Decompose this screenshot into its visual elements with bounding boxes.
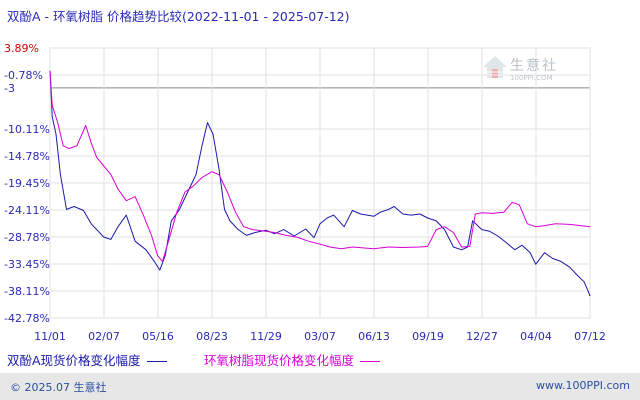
legend-swatch-epoxy (360, 361, 381, 362)
watermark-name: 生意社 (510, 58, 558, 74)
x-tick-label: 05/16 (142, 330, 174, 343)
x-tick-label: 09/19 (412, 330, 444, 343)
legend-swatch-bpa (146, 361, 167, 362)
house-logo-icon (483, 56, 507, 78)
y-tick-labels: 3.89% -0.78% -10.11% -14.78% -19.45% -24.11% -… (4, 42, 50, 325)
x-tick-label: 04/04 (520, 330, 552, 343)
y-tick-label: -19.45% (4, 177, 50, 190)
y-tick-label: -42.78% (4, 312, 50, 325)
baseline-label: -3 (4, 82, 15, 95)
series-line-bpa (49, 70, 591, 297)
x-tick-label: 08/23 (196, 330, 228, 343)
y-tick-label: -33.45% (4, 258, 50, 271)
y-tick-label: -0.78% (4, 69, 43, 82)
watermark: 生意社 100PPI.COM (482, 54, 556, 84)
x-tick-label: 03/07 (304, 330, 336, 343)
watermark-url: 100PPI.COM (510, 74, 553, 82)
y-tick-label: 3.89% (4, 42, 39, 55)
legend-item-epoxy: 环氧树脂现货价格变化幅度 (204, 350, 381, 369)
legend-item-bpa: 双酚A现货价格变化幅度 (7, 350, 167, 369)
x-tick-label: 11/01 (34, 330, 66, 343)
x-tick-label: 06/13 (358, 330, 390, 343)
legend-label-epoxy: 环氧树脂现货价格变化幅度 (204, 353, 355, 368)
footer-site-link[interactable]: www.100PPI.com (536, 379, 630, 392)
legend-label-bpa: 双酚A现货价格变化幅度 (7, 353, 141, 368)
y-tick-label: -38.11% (4, 285, 50, 298)
series-line-epoxy (49, 70, 591, 262)
y-tick-label: -28.78% (4, 231, 50, 244)
series-layer (49, 70, 591, 297)
x-tick-label: 02/07 (88, 330, 120, 343)
y-tick-label: -14.78% (4, 150, 50, 163)
x-tick-label: 07/12 (574, 330, 606, 343)
x-tick-label: 12/27 (466, 330, 498, 343)
chart-title: 双酚A - 环氧树脂 价格趋势比较(2022-11-01 - 2025-07-1… (7, 9, 350, 24)
y-tick-label: -24.11% (4, 204, 50, 217)
chart-svg: 3.89% -0.78% -10.11% -14.78% -19.45% -24.11% -… (4, 42, 606, 343)
x-tick-label: 11/29 (250, 330, 282, 343)
footer-copyright: © 2025.07 生意社 (10, 381, 107, 394)
x-tick-labels: 11/01 02/07 05/16 08/23 11/29 03/07 06/13 09/19… (34, 330, 606, 343)
y-tick-label: -10.11% (4, 123, 50, 136)
grid-layer (49, 47, 591, 319)
footer-bar: © 2025.07 生意社 www.100PPI.com (0, 373, 640, 400)
